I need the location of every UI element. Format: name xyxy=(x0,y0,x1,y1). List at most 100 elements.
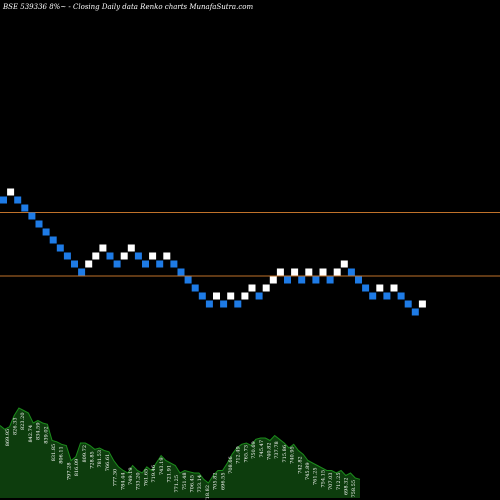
renko-brick-48 xyxy=(333,268,341,276)
renko-brick-23 xyxy=(156,260,164,268)
renko-brick-12 xyxy=(78,268,86,276)
volume-label-38: 740.95 xyxy=(290,446,296,464)
renko-brick-16 xyxy=(106,252,114,260)
renko-brick-15 xyxy=(99,244,107,252)
volume-label-8: 806.11 xyxy=(59,446,65,464)
renko-brick-13 xyxy=(85,260,93,268)
renko-brick-26 xyxy=(177,268,185,276)
renko-brick-21 xyxy=(142,260,149,268)
volume-label-22: 721.91 xyxy=(167,465,173,483)
reference-lines xyxy=(0,212,500,277)
volume-label-9: 797.28 xyxy=(66,463,72,481)
volume-label-42: 754.15 xyxy=(320,470,326,488)
volume-label-36: 737.78 xyxy=(274,441,280,459)
renko-brick-29 xyxy=(198,292,206,300)
renko-brick-35 xyxy=(241,292,249,300)
renko-brick-60 xyxy=(418,300,426,308)
renko-brick-24 xyxy=(163,252,171,260)
renko-brick-45 xyxy=(312,276,320,284)
renko-brick-52 xyxy=(362,284,370,292)
renko-brick-57 xyxy=(397,292,405,300)
renko-brick-59 xyxy=(411,308,419,316)
volume-label-45: 698.32 xyxy=(344,478,350,496)
renko-brick-17 xyxy=(113,260,121,268)
renko-bricks xyxy=(0,188,426,316)
volume-label-16: 784.44 xyxy=(120,473,126,491)
renko-brick-53 xyxy=(369,292,377,300)
renko-brick-49 xyxy=(340,260,348,268)
volume-fill xyxy=(0,408,360,498)
volume-area xyxy=(0,407,361,498)
renko-brick-5 xyxy=(28,212,36,220)
volume-label-30: 708.66 xyxy=(228,456,234,474)
volume-label-44: 712.25 xyxy=(336,473,342,491)
renko-brick-55 xyxy=(383,292,391,300)
renko-brick-20 xyxy=(134,252,142,260)
renko-brick-46 xyxy=(319,268,327,276)
renko-brick-33 xyxy=(227,292,235,300)
renko-brick-7 xyxy=(42,228,50,236)
volume-label-2: 826.33 xyxy=(13,418,19,436)
volume-label-43: 707.03 xyxy=(328,473,334,491)
volume-label-40: 745.89 xyxy=(305,463,311,481)
volume-label-34: 745.47 xyxy=(259,440,265,458)
volume-label-10: 816.09 xyxy=(74,459,80,477)
volume-label-4: 842.74 xyxy=(28,425,34,443)
volume-label-17: 749.19 xyxy=(128,468,134,486)
volume-label-35: 740.82 xyxy=(267,443,273,461)
renko-brick-11 xyxy=(71,260,78,268)
volume-label-1: 869.95 xyxy=(5,429,11,447)
renko-brick-40 xyxy=(276,268,284,276)
renko-brick-58 xyxy=(404,300,412,308)
renko-brick-50 xyxy=(347,268,355,276)
renko-brick-27 xyxy=(184,276,192,284)
renko-brick-28 xyxy=(191,284,199,292)
volume-label-7: 831.85 xyxy=(51,444,57,462)
renko-brick-41 xyxy=(284,276,291,284)
renko-brick-38 xyxy=(262,284,270,292)
renko-brick-18 xyxy=(120,252,128,260)
volume-label-19: 761.65 xyxy=(143,469,149,487)
volume-label-46: 758.55 xyxy=(351,480,357,498)
renko-brick-47 xyxy=(326,276,334,284)
renko-brick-37 xyxy=(255,292,263,300)
volume-label-29: 696.55 xyxy=(220,473,226,491)
renko-brick-43 xyxy=(298,276,306,284)
renko-brick-56 xyxy=(390,284,398,292)
volume-label-39: 742.82 xyxy=(297,456,303,474)
volume-label-5: 834.59 xyxy=(36,423,42,441)
volume-line xyxy=(0,407,361,484)
renko-brick-3 xyxy=(14,196,22,204)
volume-label-32: 765.73 xyxy=(243,445,249,463)
volume-label-24: 751.48 xyxy=(182,473,188,491)
volume-label-20: 719.46 xyxy=(151,465,157,483)
renko-brick-36 xyxy=(248,284,256,292)
renko-brick-44 xyxy=(305,268,313,276)
renko-brick-42 xyxy=(291,268,299,276)
renko-brick-25 xyxy=(170,260,178,268)
volume-label-25: 706.45 xyxy=(190,475,196,493)
renko-brick-32 xyxy=(220,300,228,308)
renko-brick-30 xyxy=(205,300,213,308)
renko-brick-39 xyxy=(269,276,277,284)
volume-label-6: 839.02 xyxy=(43,426,49,444)
volume-label-11: 809.72 xyxy=(82,445,88,463)
renko-brick-8 xyxy=(49,236,57,244)
volume-label-14: 766.61 xyxy=(105,454,111,472)
renko-brick-34 xyxy=(234,300,242,308)
renko-brick-31 xyxy=(213,292,220,300)
volume-label-23: 771.25 xyxy=(174,475,180,493)
renko-brick-19 xyxy=(127,244,135,252)
volume-label-33: 750.69 xyxy=(251,441,257,459)
renko-brick-9 xyxy=(56,244,64,252)
volume-label-28: 705.82 xyxy=(213,473,219,491)
renko-brick-1 xyxy=(0,196,7,204)
volume-label-41: 761.25 xyxy=(313,468,319,486)
renko-brick-54 xyxy=(376,284,384,292)
volume-label-27: 718.82 xyxy=(205,485,211,500)
volume-label-18: 733.20 xyxy=(136,473,142,491)
volume-label-37: 715.86 xyxy=(282,445,288,463)
